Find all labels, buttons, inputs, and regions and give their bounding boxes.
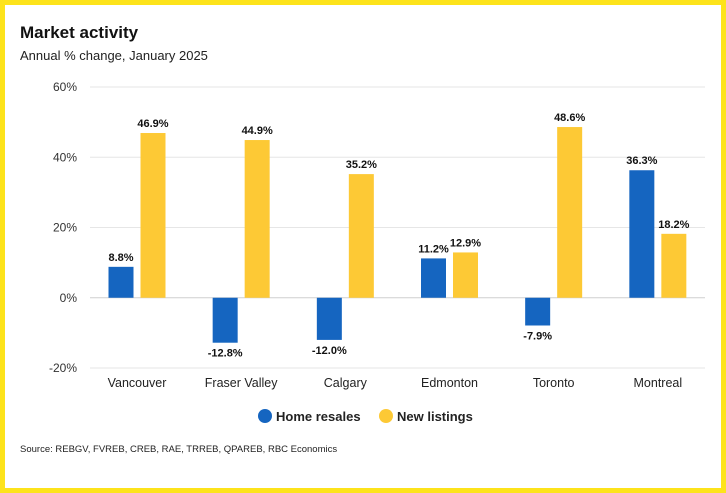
new-listings-bar	[557, 127, 583, 298]
new-listings-bar	[453, 252, 478, 298]
data-label: 44.9%	[242, 125, 273, 137]
home-resales-bar	[525, 297, 551, 326]
home-resales-bar	[629, 170, 655, 298]
new-listings-bar	[140, 133, 166, 298]
home-resales-bar	[212, 297, 238, 343]
x-tick-label: Montreal	[634, 376, 683, 390]
data-label: 12.9%	[450, 237, 481, 249]
legend-marker-home-resales	[258, 409, 272, 423]
home-resales-bar	[316, 297, 342, 340]
data-label: 8.8%	[108, 252, 133, 264]
home-resales-bar	[108, 266, 134, 298]
x-tick-label: Calgary	[324, 376, 368, 390]
data-label: 35.2%	[346, 159, 377, 171]
data-label: -12.8%	[208, 348, 243, 360]
x-tick-label: Toronto	[533, 376, 575, 390]
new-listings-bar	[661, 233, 687, 298]
legend-marker-new-listings	[379, 409, 393, 423]
data-label: 11.2%	[418, 243, 449, 255]
new-listings-bar	[244, 140, 270, 298]
y-tick-label: 60%	[53, 80, 77, 94]
y-tick-label: -20%	[49, 361, 77, 375]
chart-subtitle: Annual % change, January 2025	[20, 48, 208, 63]
chart-title: Market activity	[20, 23, 139, 42]
x-tick-label: Edmonton	[421, 376, 478, 390]
data-label: -12.0%	[312, 345, 347, 357]
legend-label: New listings	[397, 409, 473, 424]
data-label: 48.6%	[554, 112, 585, 124]
y-tick-label: 40%	[53, 150, 77, 164]
y-tick-label: 20%	[53, 221, 77, 235]
home-resales-bar	[421, 258, 446, 298]
chart-source: Source: REBGV, FVREB, CREB, RAE, TRREB, …	[20, 444, 338, 455]
y-tick-label: 0%	[60, 291, 78, 305]
x-tick-label: Fraser Valley	[205, 376, 278, 390]
new-listings-bar	[348, 174, 374, 298]
data-label: -7.9%	[523, 330, 552, 342]
data-label: 18.2%	[658, 219, 689, 231]
x-tick-label: Vancouver	[108, 376, 167, 390]
legend-label: Home resales	[276, 409, 361, 424]
data-label: 46.9%	[137, 118, 168, 130]
data-label: 36.3%	[626, 155, 657, 167]
